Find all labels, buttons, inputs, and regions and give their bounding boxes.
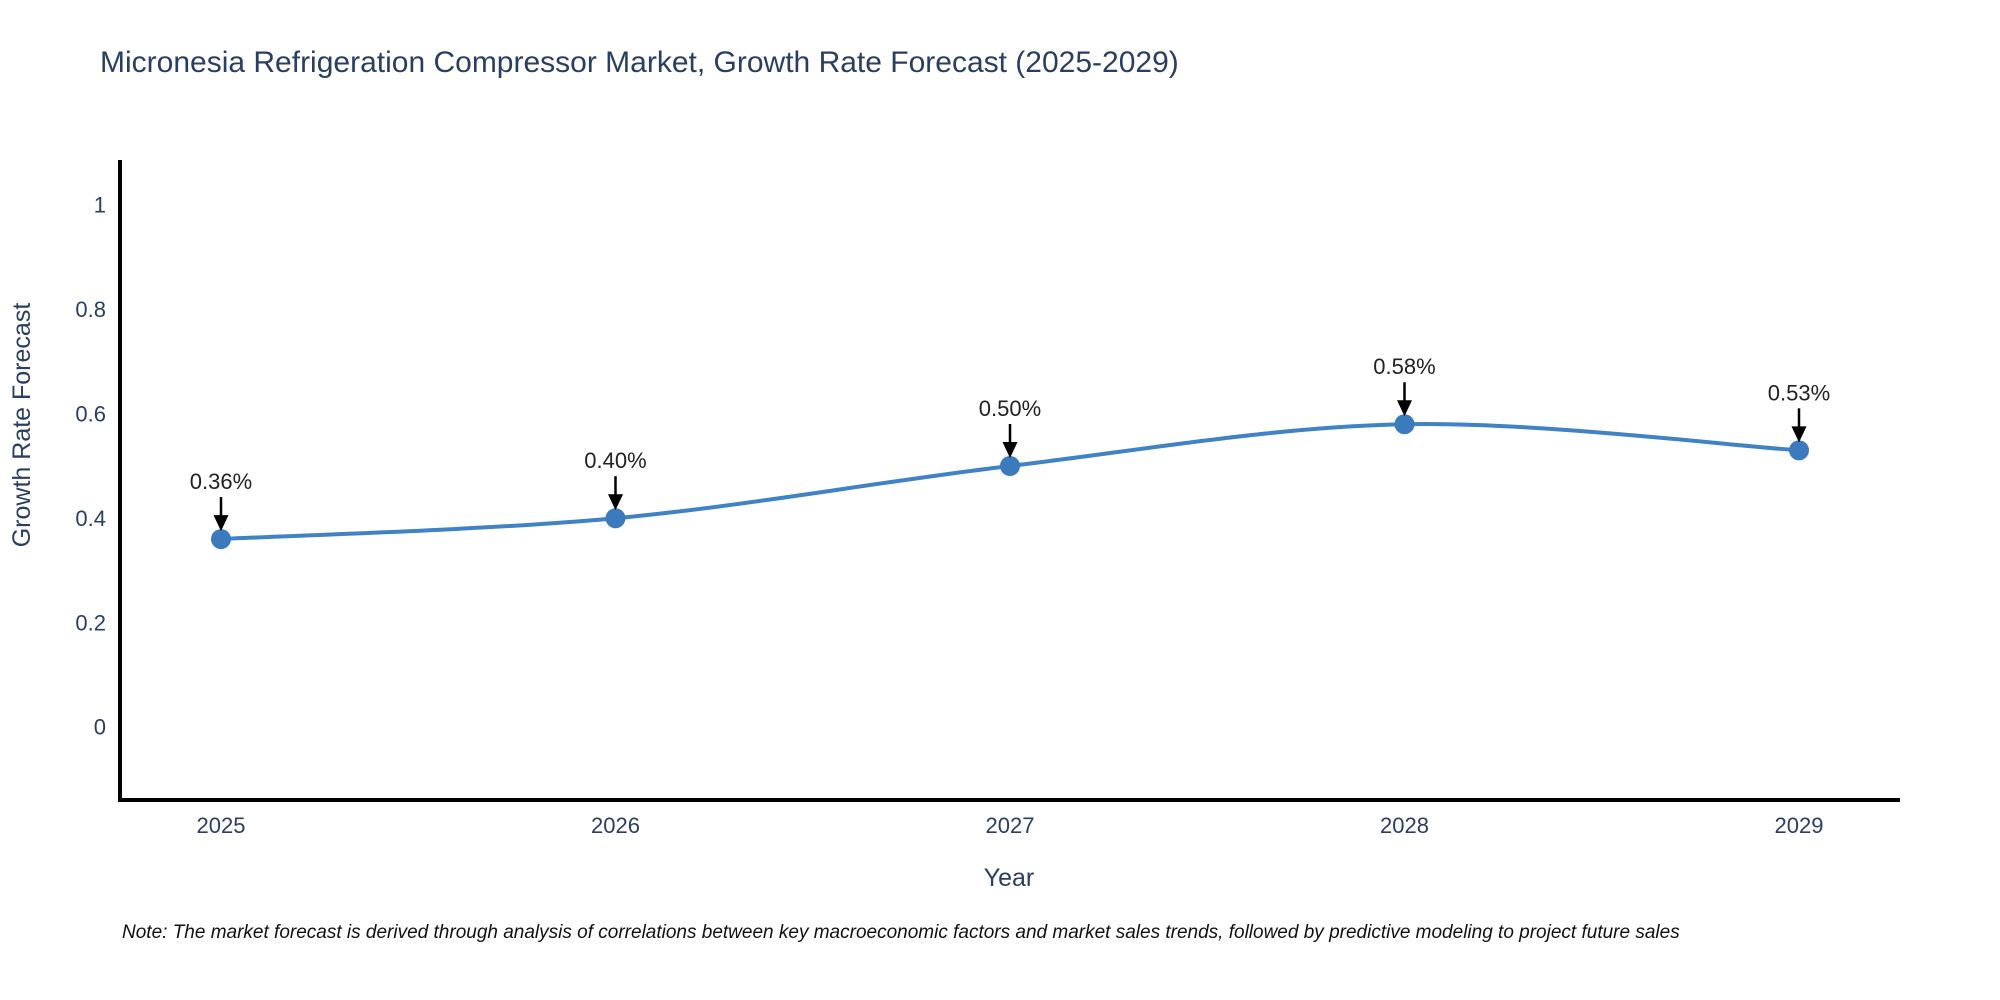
x-tick-label: 2025 bbox=[197, 813, 246, 838]
annotation-arrowhead bbox=[1397, 400, 1412, 417]
x-tick-label: 2026 bbox=[591, 813, 640, 838]
footnote: Note: The market forecast is derived thr… bbox=[122, 922, 1680, 943]
annotation-arrowhead bbox=[1791, 426, 1807, 443]
x-axis: 2025 2026 2027 2028 2029 bbox=[118, 798, 1900, 838]
trend-line-group bbox=[211, 414, 1809, 550]
y-tick-label: 0.8 bbox=[75, 297, 106, 322]
y-tick-label: 1 bbox=[94, 193, 106, 218]
annotation-label: 0.50% bbox=[979, 396, 1041, 421]
chart-title: Micronesia Refrigeration Compressor Mark… bbox=[100, 46, 1179, 79]
x-tick-label: 2029 bbox=[1775, 813, 1824, 838]
annotation-arrowhead bbox=[1002, 442, 1018, 458]
x-tick-label: 2027 bbox=[986, 813, 1035, 838]
annotation-arrowhead bbox=[608, 494, 623, 511]
y-tick-label: 0.4 bbox=[75, 506, 106, 531]
annotation-label: 0.36% bbox=[190, 469, 252, 494]
y-axis-title: Growth Rate Forecast bbox=[8, 303, 36, 548]
data-point-2026 bbox=[605, 508, 626, 529]
annotation-label: 0.58% bbox=[1373, 354, 1435, 379]
x-axis-title: Year bbox=[984, 864, 1035, 892]
annotation-arrowhead bbox=[213, 515, 229, 532]
data-point-2029 bbox=[1789, 440, 1809, 461]
annotation-label: 0.53% bbox=[1768, 380, 1830, 405]
y-tick-label: 0.6 bbox=[75, 402, 106, 427]
y-axis: 0 0.2 0.4 0.6 0.8 1 bbox=[75, 160, 122, 802]
data-point-2027 bbox=[1000, 456, 1020, 476]
y-tick-label: 0.2 bbox=[75, 610, 106, 635]
y-tick-label: 0 bbox=[94, 715, 106, 740]
data-point-2025 bbox=[211, 529, 231, 550]
annotation-label: 0.40% bbox=[584, 448, 646, 473]
data-point-2028 bbox=[1394, 414, 1415, 435]
x-tick-label: 2028 bbox=[1380, 813, 1429, 838]
annotations-group: 0.36% 0.40% 0.50% 0.58% 0.53% bbox=[190, 354, 1830, 532]
